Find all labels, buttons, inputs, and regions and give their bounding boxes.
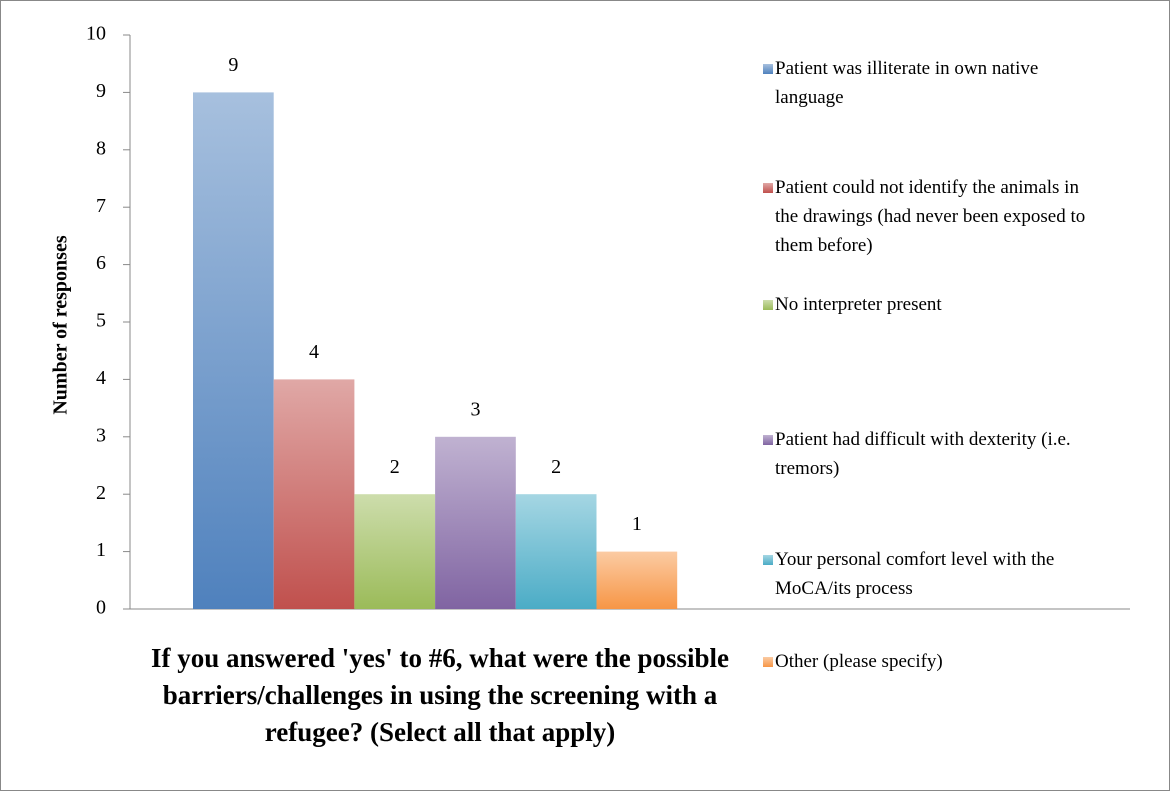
legend-entry: Patient had difficult with dexterity (i.… (763, 425, 1105, 483)
legend-label: No interpreter present (775, 294, 942, 315)
data-label: 1 (632, 513, 642, 535)
legend-label: Patient was illiterate in own native lan… (775, 58, 1039, 108)
y-tick-label: 8 (96, 137, 106, 159)
legend-entry: Your personal comfort level with the MoC… (763, 545, 1105, 603)
legend-marker (763, 183, 773, 193)
legend-marker (763, 555, 773, 565)
bar (435, 436, 516, 609)
y-tick-label: 5 (96, 310, 106, 332)
legend-label: Your personal comfort level with the MoC… (775, 549, 1055, 599)
legend-label: Patient had difficult with dexterity (i.… (775, 429, 1071, 479)
bar (515, 494, 597, 609)
y-tick-label: 7 (96, 195, 106, 217)
data-label: 3 (470, 398, 480, 420)
legend-label: Other (please specify) (775, 651, 943, 672)
y-tick-label: 4 (96, 367, 106, 389)
bar (193, 92, 274, 609)
legend-marker (763, 435, 773, 445)
bar (354, 494, 436, 609)
y-tick-label: 0 (96, 597, 106, 619)
data-label: 2 (390, 456, 400, 478)
legend-label: Patient could not identify the animals i… (775, 177, 1086, 256)
legend-entry: Patient could not identify the animals i… (763, 173, 1105, 260)
y-tick-label: 3 (96, 424, 106, 446)
y-tick-label: 6 (96, 252, 106, 274)
data-label: 2 (551, 456, 561, 478)
legend-marker (763, 657, 773, 667)
y-tick-label: 9 (96, 80, 106, 102)
y-axis-label: Number of responses (50, 235, 72, 414)
bar (596, 551, 678, 609)
legend-marker (763, 300, 773, 310)
legend-entry: No interpreter present (763, 290, 1105, 319)
legend-marker (763, 64, 773, 74)
legend-entry: Other (please specify) (763, 647, 1105, 676)
data-label: 4 (309, 341, 319, 363)
legend-entry: Patient was illiterate in own native lan… (763, 54, 1105, 112)
x-axis-label: If you answered 'yes' to #6, what were t… (151, 643, 729, 747)
y-tick-label: 10 (86, 23, 106, 45)
y-tick-label: 2 (96, 482, 106, 504)
bar (273, 379, 355, 609)
y-tick-label: 1 (96, 539, 106, 561)
data-label: 9 (228, 54, 238, 76)
